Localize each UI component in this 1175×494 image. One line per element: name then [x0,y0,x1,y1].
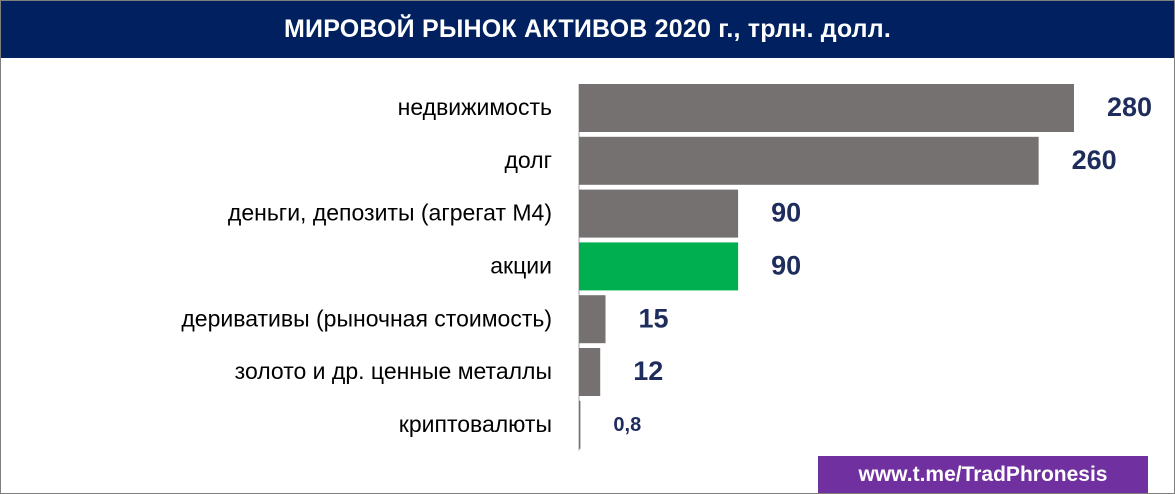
bar-3 [579,242,739,291]
category-label: долг [504,147,552,173]
value-label: 12 [633,356,663,386]
category-label: недвижимость [398,94,552,120]
bar-0 [579,84,1074,132]
chart-title: МИРОВОЙ РЫНОК АКТИВОВ 2020 г., трлн. дол… [284,15,891,43]
category-label: деньги, депозиты (агрегат М4) [228,200,552,226]
value-label: 15 [639,303,669,333]
bar-1 [579,136,1039,185]
value-label: 0,8 [613,414,641,436]
value-label: 90 [771,198,801,228]
bar-4 [579,295,606,344]
value-label: 90 [771,251,801,281]
category-label: деривативы (рыночная стоимость) [181,305,552,331]
bar-2 [579,189,739,238]
category-label: криптовалюты [399,411,552,437]
bar-6 [579,400,581,449]
value-label: 260 [1072,145,1117,175]
category-label: акции [490,252,552,278]
category-label: золото и др. ценные металлы [235,358,552,384]
title-banner: МИРОВОЙ РЫНОК АКТИВОВ 2020 г., трлн. дол… [1,1,1174,58]
bar-5 [579,348,601,396]
telegram-link[interactable]: www.t.me/TradPhronesis [818,456,1148,493]
value-label: 280 [1107,92,1152,122]
